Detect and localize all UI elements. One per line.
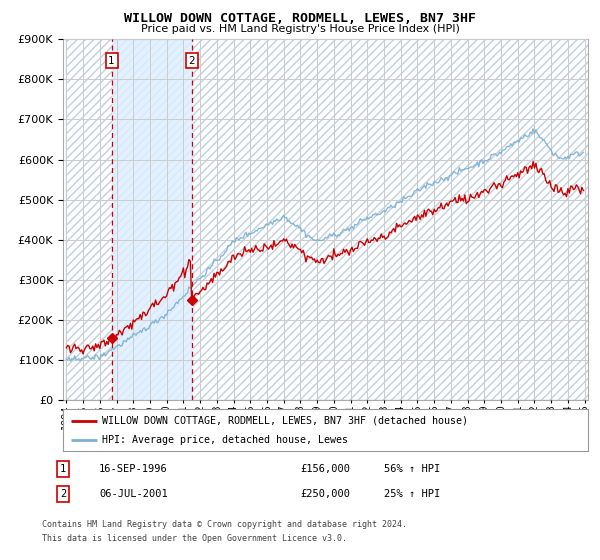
Text: 1: 1 xyxy=(109,56,115,66)
Text: 25% ↑ HPI: 25% ↑ HPI xyxy=(384,489,440,499)
Text: Price paid vs. HM Land Registry's House Price Index (HPI): Price paid vs. HM Land Registry's House … xyxy=(140,24,460,34)
Text: This data is licensed under the Open Government Licence v3.0.: This data is licensed under the Open Gov… xyxy=(42,534,347,543)
Text: 56% ↑ HPI: 56% ↑ HPI xyxy=(384,464,440,474)
Text: HPI: Average price, detached house, Lewes: HPI: Average price, detached house, Lewe… xyxy=(103,435,349,445)
Text: 06-JUL-2001: 06-JUL-2001 xyxy=(99,489,168,499)
Text: 2: 2 xyxy=(188,56,195,66)
Text: £250,000: £250,000 xyxy=(300,489,350,499)
Text: 1: 1 xyxy=(60,464,66,474)
Text: Contains HM Land Registry data © Crown copyright and database right 2024.: Contains HM Land Registry data © Crown c… xyxy=(42,520,407,529)
Bar xyxy=(112,39,192,400)
Text: WILLOW DOWN COTTAGE, RODMELL, LEWES, BN7 3HF (detached house): WILLOW DOWN COTTAGE, RODMELL, LEWES, BN7… xyxy=(103,416,469,426)
Text: 16-SEP-1996: 16-SEP-1996 xyxy=(99,464,168,474)
Text: 2: 2 xyxy=(60,489,66,499)
Text: £156,000: £156,000 xyxy=(300,464,350,474)
Text: WILLOW DOWN COTTAGE, RODMELL, LEWES, BN7 3HF: WILLOW DOWN COTTAGE, RODMELL, LEWES, BN7… xyxy=(124,12,476,25)
